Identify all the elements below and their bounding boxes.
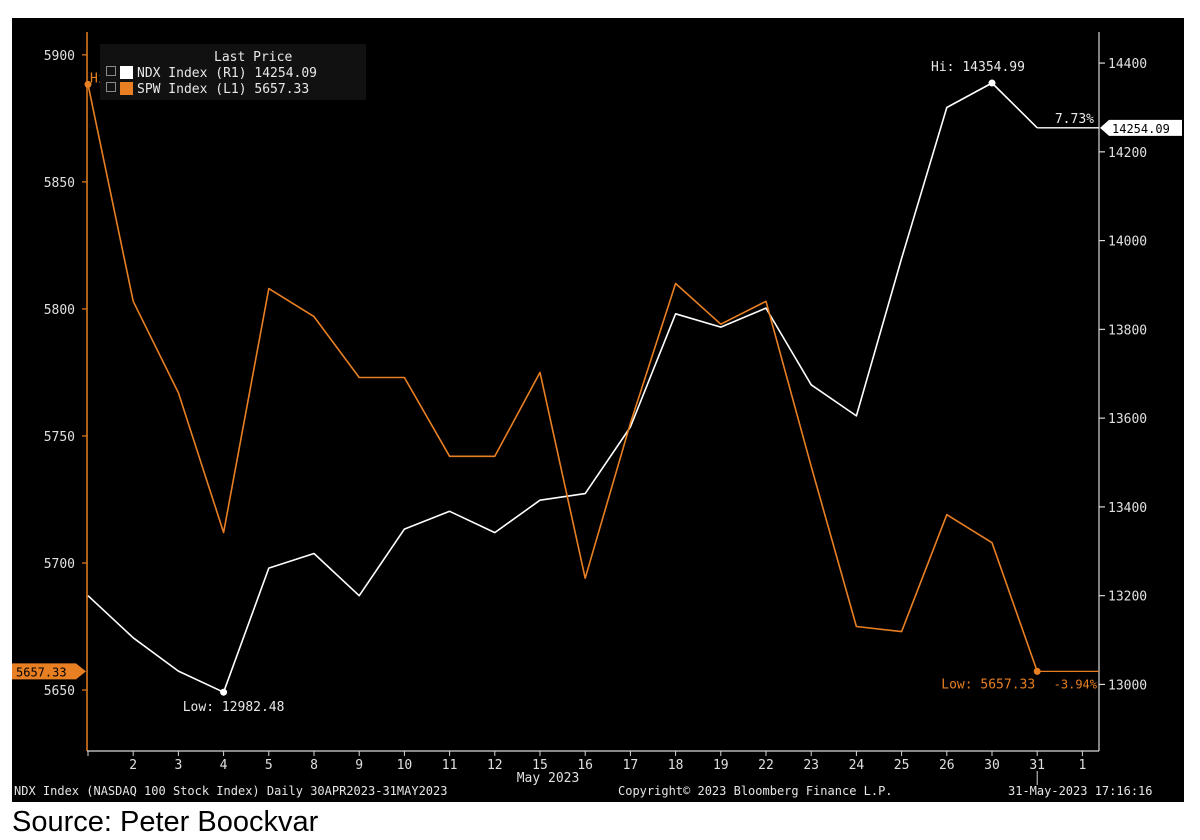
ndx-last-price-tag bbox=[1100, 119, 1182, 136]
spw-change-label: -3.94% bbox=[1054, 677, 1098, 691]
right-tick-label: 14000 bbox=[1108, 235, 1147, 250]
line-chart: 5650 5700 5750 5800 5850 5900 13000 13200 13400 1… bbox=[12, 32, 1182, 786]
x-tick-label: 18 bbox=[668, 758, 684, 773]
right-tick-label: 13000 bbox=[1108, 678, 1147, 693]
x-tick-label: 1 bbox=[1078, 758, 1086, 773]
spw-low-label: Low: 5657.33 bbox=[941, 677, 1035, 692]
legend-item-spw[interactable]: SPW Index (L1) 5657.33 bbox=[106, 82, 309, 97]
x-tick-label: 9 bbox=[355, 758, 363, 773]
footer-copyright: Copyright© 2023 Bloomberg Finance L.P. bbox=[618, 784, 893, 798]
x-tick-label: 2 bbox=[129, 758, 137, 773]
spw-high-marker bbox=[84, 80, 92, 88]
left-tick-label: 5700 bbox=[44, 557, 75, 572]
x-tick-label: 16 bbox=[577, 758, 593, 773]
chart-frame: 5650 5700 5750 5800 5850 5900 13000 13200 13400 1… bbox=[12, 18, 1184, 802]
left-tick-label: 5850 bbox=[44, 176, 75, 191]
legend-title: Last Price bbox=[214, 50, 293, 65]
x-tick-label: 19 bbox=[713, 758, 729, 773]
legend: Last Price NDX Index (R1) 14254.09 SPW I… bbox=[100, 44, 366, 100]
legend-label-spw: SPW Index (L1) 5657.33 bbox=[137, 82, 310, 97]
spw-last-price-tag bbox=[12, 663, 86, 680]
legend-item-ndx[interactable]: NDX Index (R1) 14254.09 bbox=[106, 66, 317, 81]
x-tick-label: 15 bbox=[532, 758, 548, 773]
left-tick-label: 5800 bbox=[44, 303, 75, 318]
x-tick-label: 8 bbox=[310, 758, 318, 773]
legend-checkbox-icon[interactable] bbox=[106, 82, 116, 92]
x-tick-label: 31 bbox=[1029, 758, 1045, 773]
x-tick-label: 26 bbox=[939, 758, 955, 773]
right-tick-label: 13200 bbox=[1108, 590, 1147, 605]
x-axis-label: May 2023 bbox=[517, 771, 580, 786]
ndx-low-marker bbox=[220, 688, 228, 696]
legend-swatch-ndx bbox=[120, 66, 133, 79]
right-tick-label: 14400 bbox=[1108, 57, 1147, 72]
right-tick-label: 14200 bbox=[1108, 146, 1147, 161]
x-tick-label: 3 bbox=[174, 758, 182, 773]
footer-description: NDX Index (NASDAQ 100 Stock Index) Daily… bbox=[14, 784, 448, 798]
footer-timestamp: 31-May-2023 17:16:16 bbox=[1008, 784, 1153, 798]
x-tick-label: 17 bbox=[623, 758, 639, 773]
ndx-high-label: Hi: 14354.99 bbox=[931, 60, 1025, 75]
legend-checkbox-icon[interactable] bbox=[106, 66, 116, 76]
x-tick-label: 22 bbox=[758, 758, 774, 773]
x-tick-label: 5 bbox=[265, 758, 273, 773]
legend-swatch-spw bbox=[120, 82, 133, 95]
ndx-low-label: Low: 12982.48 bbox=[183, 700, 285, 715]
x-tick-label: 11 bbox=[442, 758, 458, 773]
left-tick-label: 5900 bbox=[44, 49, 75, 64]
x-tick-label: 10 bbox=[397, 758, 413, 773]
ndx-change-label: 7.73% bbox=[1055, 112, 1094, 127]
left-tick-label: 5750 bbox=[44, 430, 75, 445]
left-tick-label: 5650 bbox=[44, 684, 75, 699]
right-tick-label: 13400 bbox=[1108, 501, 1147, 516]
x-tick-label: 4 bbox=[220, 758, 228, 773]
ndx-last-price-label: 14254.09 bbox=[1112, 122, 1170, 136]
legend-label-ndx: NDX Index (R1) 14254.09 bbox=[137, 66, 318, 81]
x-tick-label: 24 bbox=[849, 758, 865, 773]
series-line-ndx bbox=[87, 82, 1038, 694]
source-caption: Source: Peter Boockvar bbox=[12, 806, 319, 838]
right-tick-label: 13800 bbox=[1108, 323, 1147, 338]
ndx-high-marker bbox=[988, 79, 996, 87]
right-tick-label: 13600 bbox=[1108, 412, 1147, 427]
x-tick-label: 30 bbox=[984, 758, 1000, 773]
series-line-spw bbox=[87, 84, 1038, 672]
chart-footer: NDX Index (NASDAQ 100 Stock Index) Daily… bbox=[12, 784, 1184, 802]
x-tick-label: 25 bbox=[894, 758, 910, 773]
x-tick-label: 12 bbox=[487, 758, 503, 773]
x-tick-label: 23 bbox=[803, 758, 819, 773]
spw-last-price-label: 5657.33 bbox=[16, 665, 67, 679]
